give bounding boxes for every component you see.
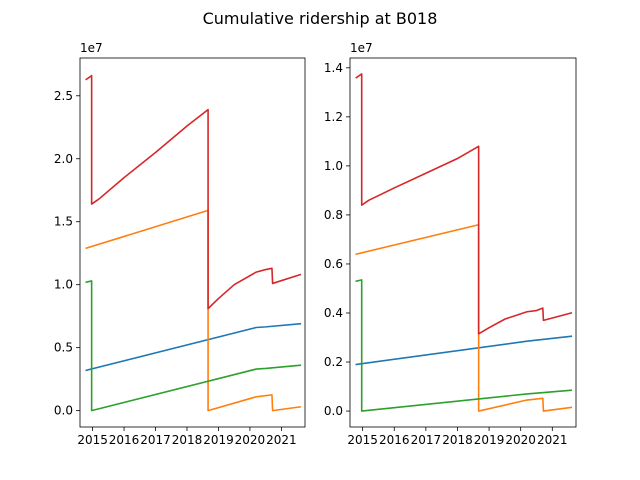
figure-title: Cumulative ridership at B018 <box>203 9 438 28</box>
left-xtick-label: 2017 <box>140 433 171 447</box>
right-xtick-label: 2019 <box>474 433 505 447</box>
right-ytick-label: 1.4 <box>324 61 343 75</box>
left-xtick-label: 2018 <box>172 433 203 447</box>
left-axis-offset-label: 1e7 <box>80 41 103 55</box>
right-xtick-label: 2017 <box>411 433 442 447</box>
right-axis-offset-label: 1e7 <box>350 41 373 55</box>
right-ytick-label: 0.6 <box>324 257 343 271</box>
right-ytick-label: 1.0 <box>324 159 343 173</box>
right-axes-frame <box>349 57 577 428</box>
left-xtick-label: 2015 <box>77 433 108 447</box>
left-xtick-label: 2021 <box>266 433 297 447</box>
right-xtick-label: 2018 <box>442 433 473 447</box>
left-series-line-1 <box>85 322 302 372</box>
right-xtick-label: 2016 <box>379 433 410 447</box>
left-ytick-label: 0.5 <box>54 341 73 355</box>
right-ytick-label: 0.2 <box>324 355 343 369</box>
right-ytick-label: 0.8 <box>324 208 343 222</box>
right-series-line-1 <box>355 335 573 366</box>
left-xtick-label: 2019 <box>203 433 234 447</box>
right-xtick-label: 2020 <box>505 433 536 447</box>
left-series-line-4 <box>85 74 302 310</box>
left-axes: 2015 2016 2017 2018 2019 2020 2021 0.0 0.5 1.0 1.5… <box>54 41 306 447</box>
left-ytick-label: 1.0 <box>54 278 73 292</box>
right-axes: 2015 2016 2017 2018 2019 2020 2021 0.0 0.2 0.4 0.6… <box>324 41 577 447</box>
right-series-line-4 <box>355 73 573 335</box>
right-ytick-label: 0.4 <box>324 306 343 320</box>
right-ytick-label: 0.0 <box>324 404 343 418</box>
left-ytick-label: 1.5 <box>54 215 73 229</box>
left-ytick-label: 0.0 <box>54 404 73 418</box>
right-xtick-label: 2015 <box>347 433 378 447</box>
left-series-line-3 <box>85 280 302 412</box>
left-ytick-label: 2.5 <box>54 89 73 103</box>
right-series-line-3 <box>355 279 573 412</box>
right-xtick-label: 2021 <box>537 433 568 447</box>
left-xtick-label: 2016 <box>109 433 140 447</box>
left-xtick-label: 2020 <box>235 433 266 447</box>
left-axes-frame <box>79 57 306 428</box>
left-ytick-label: 2.0 <box>54 152 73 166</box>
right-ytick-label: 1.2 <box>324 110 343 124</box>
